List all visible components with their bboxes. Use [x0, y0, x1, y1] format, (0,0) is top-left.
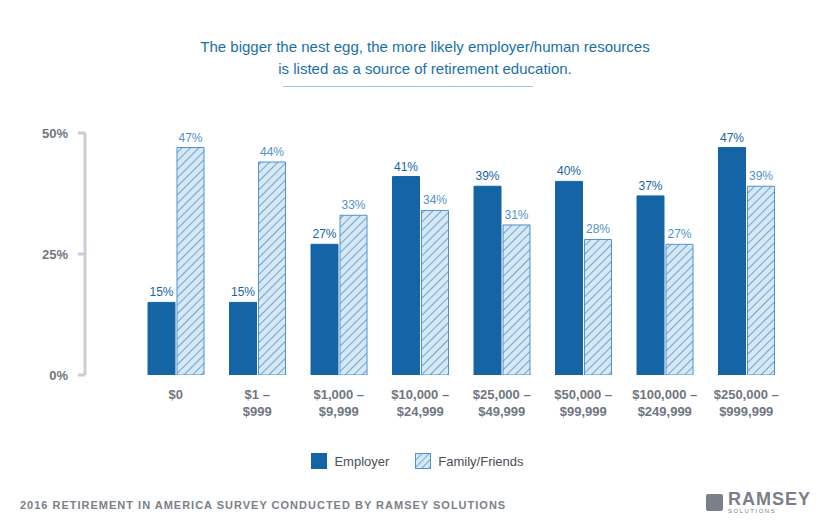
- html-text:SOLUTIONS: SOLUTIONS: [728, 508, 777, 514]
- svg-text:$25,000 –$49,999: $25,000 –$49,999: [473, 387, 531, 419]
- svg-text:28%: 28%: [586, 222, 610, 236]
- svg-text:$0: $0: [169, 387, 183, 402]
- svg-text:47%: 47%: [720, 131, 744, 145]
- svg-text:37%: 37%: [638, 179, 662, 193]
- svg-text:41%: 41%: [394, 160, 418, 174]
- svg-text:40%: 40%: [557, 164, 581, 178]
- svg-text:39%: 39%: [749, 169, 773, 183]
- svg-text:0%: 0%: [49, 368, 68, 383]
- svg-text:39%: 39%: [475, 169, 499, 183]
- html-text:Family/Friends: Family/Friends: [438, 453, 524, 469]
- svg-text:50%: 50%: [42, 126, 68, 141]
- html-text:The bigger the nest egg, the m: The bigger the nest egg, the more likely…: [200, 38, 650, 77]
- svg-text:25%: 25%: [42, 247, 68, 262]
- svg-text:34%: 34%: [423, 193, 447, 207]
- html-text:2016 RETIREMENT IN AMERICA SUR: 2016 RETIREMENT IN AMERICA SURVEY CONDUC…: [20, 499, 507, 511]
- svg-text:27%: 27%: [667, 227, 691, 241]
- svg-text:$10,000 –$24,999: $10,000 –$24,999: [391, 387, 449, 419]
- svg-text:31%: 31%: [504, 208, 528, 222]
- svg-text:33%: 33%: [341, 198, 365, 212]
- svg-text:$1 –$999: $1 –$999: [243, 387, 272, 419]
- svg-text:15%: 15%: [149, 285, 173, 299]
- html-text:RAMSEY: RAMSEY: [728, 489, 811, 509]
- svg-text:27%: 27%: [312, 227, 336, 241]
- svg-text:$50,000 –$99,999: $50,000 –$99,999: [554, 387, 612, 419]
- svg-text:44%: 44%: [260, 145, 284, 159]
- svg-text:$1,000 –$9,999: $1,000 –$9,999: [313, 387, 364, 419]
- html-text:Employer: Employer: [334, 453, 390, 469]
- svg-text:$100,000 –$249,999: $100,000 –$249,999: [632, 387, 697, 419]
- svg-text:15%: 15%: [231, 285, 255, 299]
- svg-text:47%: 47%: [178, 131, 202, 145]
- svg-text:$250,000 –$999,999: $250,000 –$999,999: [714, 387, 779, 419]
